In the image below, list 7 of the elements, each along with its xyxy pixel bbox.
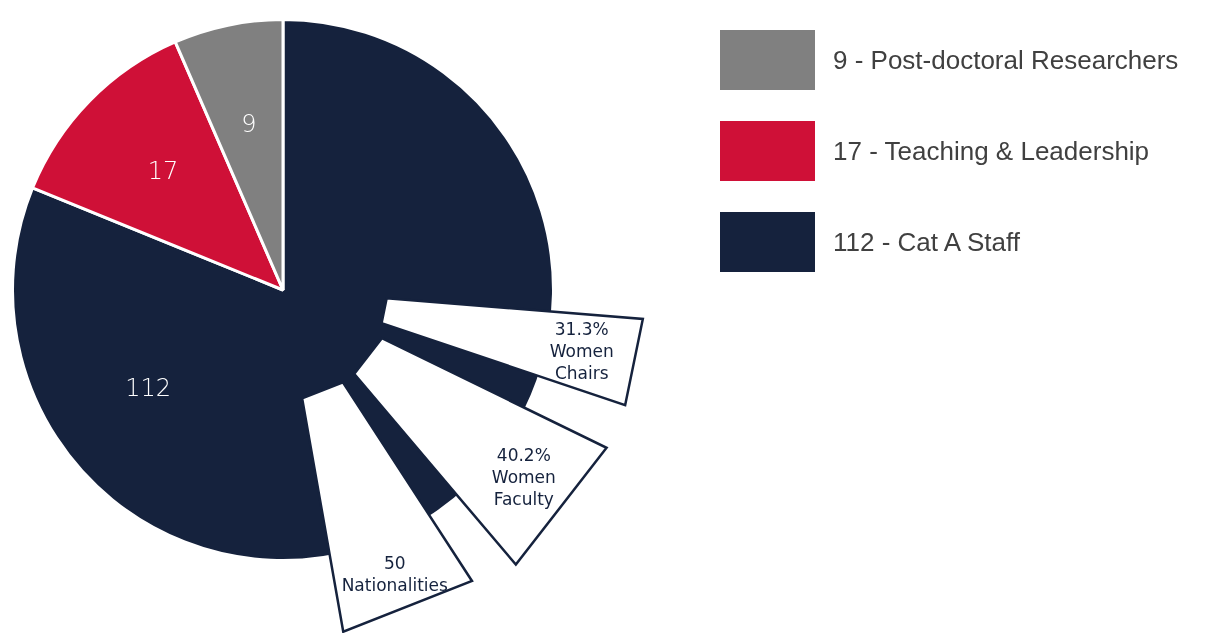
legend-label: 112 - Cat A Staff [833,226,1020,258]
legend-label: 9 - Post-doctoral Researchers [833,44,1179,76]
callout-box: 31.3% Women Chairs [380,297,645,407]
legend-label: 17 - Teaching & Leadership [833,135,1150,167]
data-label: 112 [125,373,171,402]
data-label: 9 [241,110,257,139]
data-label: 17 [147,157,179,185]
